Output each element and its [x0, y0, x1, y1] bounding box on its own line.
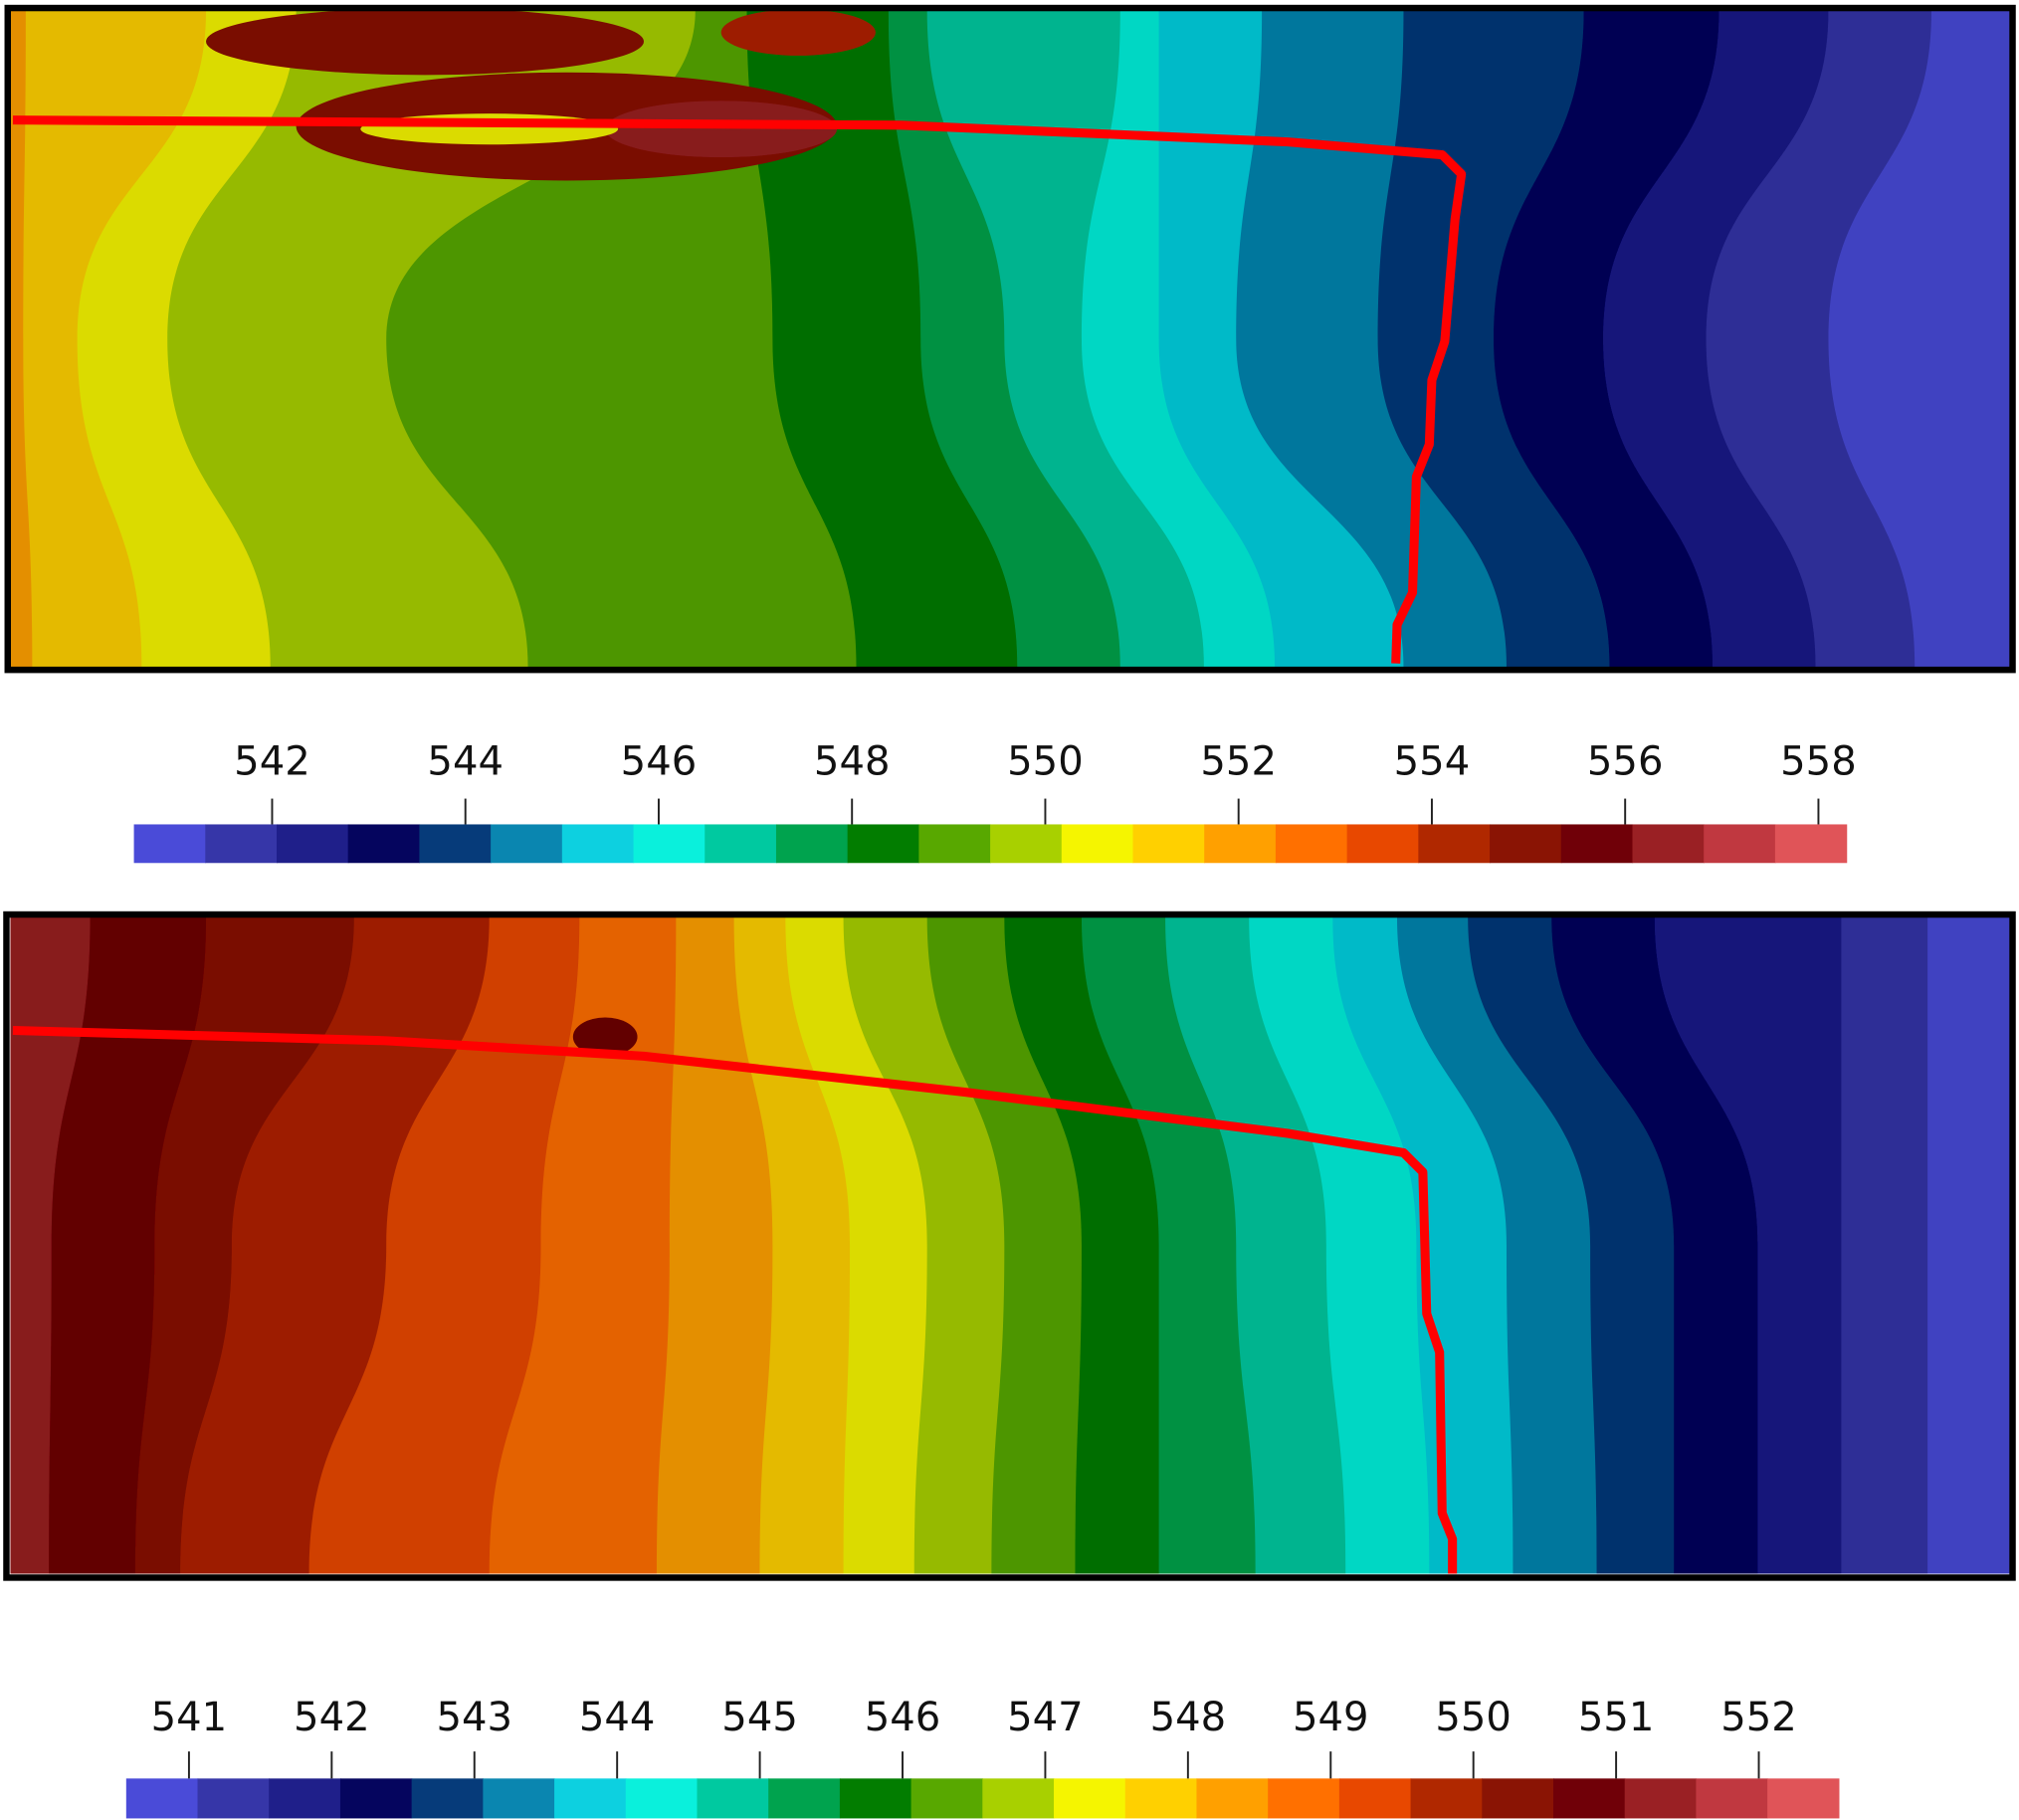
colorbar-tick-label: 556 — [1587, 739, 1664, 785]
colorbar-segment — [1346, 824, 1419, 864]
colorbar-tick-label: 545 — [721, 1695, 798, 1740]
colorbar-segment — [1767, 1778, 1840, 1819]
colorbar-segment — [419, 824, 492, 864]
colorbar-segment — [1774, 824, 1848, 864]
colorbar-segment — [982, 1778, 1055, 1819]
colorbar: 541 542 543 544 545 546 547 548 549 550 551 552 — [125, 1695, 1840, 1819]
colorbar-segment — [625, 1778, 699, 1819]
contour-band — [572, 1017, 638, 1057]
colorbar-tick-label: 552 — [1200, 739, 1277, 785]
colorbar-tick-label: 542 — [294, 1695, 370, 1740]
colorbar-segment — [1418, 824, 1491, 864]
colorbar-tick-label: 558 — [1780, 739, 1857, 785]
colorbar-tick-label: 548 — [1150, 1695, 1227, 1740]
contour-field — [10, 10, 2012, 668]
colorbar-tick-label: 549 — [1293, 1695, 1369, 1740]
colorbar-segment — [918, 824, 991, 864]
colorbar-segment — [491, 824, 563, 864]
colorbar-segment — [1061, 824, 1134, 864]
colorbar-segment — [1268, 1778, 1340, 1819]
colorbar-segment — [1338, 1778, 1412, 1819]
boundary-line — [12, 115, 1467, 664]
colorbar-segment — [910, 1778, 983, 1819]
panel-frame — [3, 910, 2016, 1581]
colorbar-segment — [1553, 1778, 1626, 1819]
colorbar-segment — [1204, 824, 1277, 864]
colorbar-segment — [1632, 824, 1705, 864]
colorbar-segment — [205, 824, 278, 864]
colorbar-tick-label: 542 — [234, 739, 310, 785]
colorbar-segment — [1704, 824, 1776, 864]
colorbar-tick-label: 544 — [579, 1695, 656, 1740]
colorbar-tick-label: 544 — [427, 739, 504, 785]
colorbar-segment — [1410, 1778, 1483, 1819]
colorbar-tick-label: 547 — [1007, 1695, 1084, 1740]
colorbar-tick-label: 546 — [621, 739, 698, 785]
colorbar-segment — [839, 1778, 912, 1819]
colorbar-tick-label: 551 — [1578, 1695, 1655, 1740]
colorbar-tick-label: 550 — [1007, 739, 1084, 785]
colorbar-segment — [133, 824, 206, 864]
colorbar-segment — [633, 824, 706, 864]
colorbar-segment — [347, 824, 421, 864]
colorbar-tick-label: 554 — [1394, 739, 1471, 785]
colorbar-segment — [697, 1778, 769, 1819]
colorbar-segment — [847, 824, 920, 864]
colorbar-segment — [269, 1778, 341, 1819]
colorbar-tick-label: 546 — [865, 1695, 941, 1740]
colorbar-segment — [768, 1778, 841, 1819]
colorbar-tick-label: 548 — [814, 739, 891, 785]
colorbar-segment — [339, 1778, 413, 1819]
colorbar-segment — [1560, 824, 1634, 864]
colorbar: 542 544 546 548 550 552 554 556 558 — [133, 739, 1857, 864]
colorbar-segment — [561, 824, 635, 864]
colorbar-segment — [276, 824, 349, 864]
colorbar-segment — [1490, 824, 1562, 864]
contour-band — [1927, 916, 2012, 1574]
contour-band — [206, 10, 644, 76]
boundary-line — [12, 1025, 1458, 1574]
contour-band — [720, 10, 876, 56]
colorbar-segment — [1124, 1778, 1198, 1819]
colorbar-tick-label: 541 — [151, 1695, 228, 1740]
colorbar-segment — [1054, 1778, 1126, 1819]
colorbar-segment — [705, 824, 777, 864]
colorbar-segment — [1696, 1778, 1768, 1819]
colorbar-segment — [483, 1778, 555, 1819]
colorbar-tick-label: 552 — [1720, 1695, 1797, 1740]
colorbar-segment — [1132, 824, 1205, 864]
colorbar-segment — [1196, 1778, 1269, 1819]
colorbar-segment — [775, 824, 849, 864]
colorbar-segment — [1624, 1778, 1698, 1819]
colorbar-tick-label: 550 — [1435, 1695, 1512, 1740]
contour-band — [605, 101, 838, 158]
colorbar-segment — [1275, 824, 1348, 864]
colorbar-segment — [1482, 1778, 1554, 1819]
colorbar-segment — [197, 1778, 270, 1819]
colorbar-segment — [990, 824, 1063, 864]
colorbar-segment — [411, 1778, 485, 1819]
contour-band — [1828, 10, 2012, 668]
colorbar-segment — [125, 1778, 199, 1819]
contour-field — [10, 916, 2012, 1574]
colorbar-tick-label: 543 — [436, 1695, 512, 1740]
colorbar-segment — [554, 1778, 627, 1819]
panel-frame — [4, 4, 2016, 674]
